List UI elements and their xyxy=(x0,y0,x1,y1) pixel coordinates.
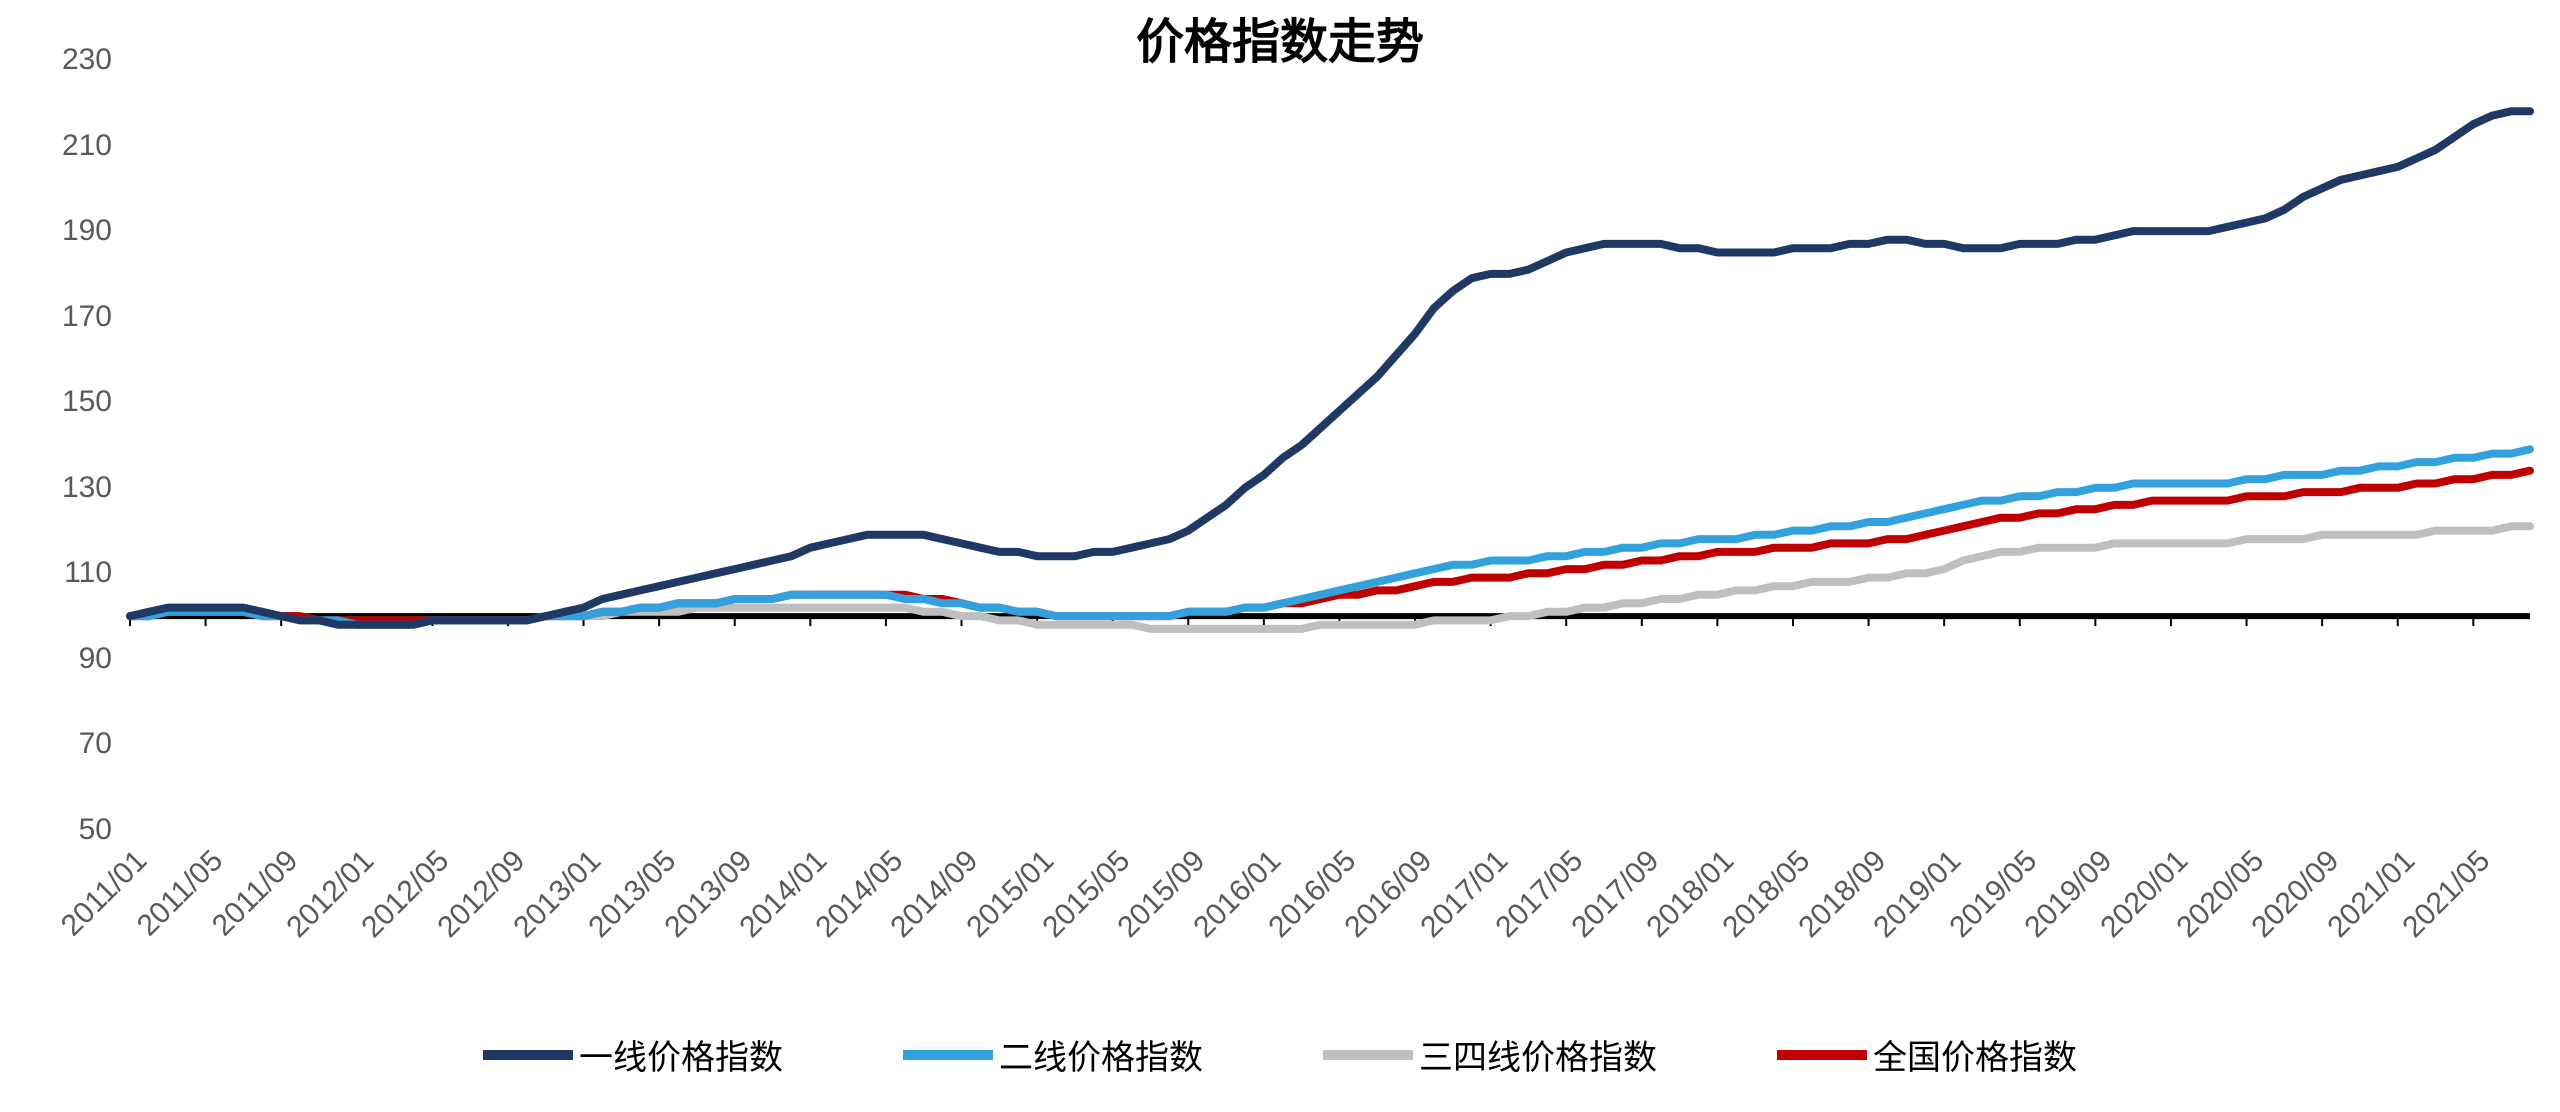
y-tick-label: 170 xyxy=(0,300,112,334)
legend-swatch xyxy=(1777,1050,1867,1060)
y-tick-label: 70 xyxy=(0,727,112,761)
y-tick-label: 210 xyxy=(0,129,112,163)
chart-lines-svg xyxy=(130,60,2530,830)
y-tick-label: 130 xyxy=(0,471,112,505)
y-tick-label: 190 xyxy=(0,214,112,248)
legend-label: 全国价格指数 xyxy=(1873,1030,2077,1079)
y-tick-label: 150 xyxy=(0,385,112,419)
series-line-一线价格指数 xyxy=(130,111,2530,624)
y-tick-label: 230 xyxy=(0,43,112,77)
legend-swatch xyxy=(903,1050,993,1060)
y-tick-label: 90 xyxy=(0,642,112,676)
legend-label: 三四线价格指数 xyxy=(1419,1030,1657,1079)
legend: 一线价格指数 二线价格指数 三四线价格指数 全国价格指数 xyxy=(330,1030,2230,1079)
legend-label: 二线价格指数 xyxy=(999,1030,1203,1079)
y-tick-label: 110 xyxy=(0,556,112,590)
legend-item-三四线价格指数: 三四线价格指数 xyxy=(1323,1030,1657,1079)
legend-item-一线价格指数: 一线价格指数 xyxy=(483,1030,783,1079)
legend-label: 一线价格指数 xyxy=(579,1030,783,1079)
y-tick-label: 50 xyxy=(0,813,112,847)
legend-swatch xyxy=(483,1050,573,1060)
price-index-chart: 价格指数走势 507090110130150170190210230 2011/… xyxy=(0,0,2560,1112)
plot-area xyxy=(130,60,2530,830)
legend-swatch xyxy=(1323,1050,1413,1060)
legend-item-全国价格指数: 全国价格指数 xyxy=(1777,1030,2077,1079)
legend-item-二线价格指数: 二线价格指数 xyxy=(903,1030,1203,1079)
